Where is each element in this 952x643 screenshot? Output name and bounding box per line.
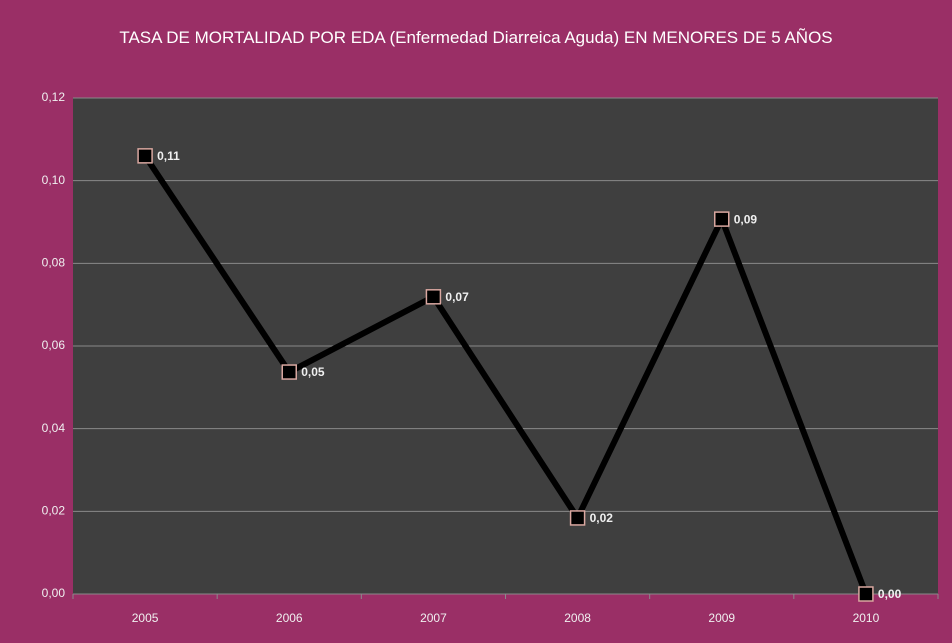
marker [281, 364, 297, 380]
data-label: 0,07 [445, 290, 469, 304]
x-tick-label: 2008 [564, 611, 591, 625]
y-tick-label: 0,02 [42, 504, 66, 518]
y-tick-label: 0,08 [42, 256, 66, 270]
x-tick-label: 2005 [132, 611, 159, 625]
marker [569, 510, 586, 526]
marker [714, 211, 730, 227]
chart-title: TASA DE MORTALIDAD POR EDA (Enfermedad D… [119, 28, 833, 47]
y-tick-label: 0,06 [42, 338, 66, 352]
line [142, 154, 869, 596]
y-tick-label: 0,12 [42, 90, 66, 104]
marker [858, 586, 874, 602]
marker [137, 148, 153, 164]
data-label: 0,05 [301, 365, 325, 379]
x-tick-label: 2006 [276, 611, 303, 625]
y-tick-label: 0,00 [42, 586, 66, 600]
data-label: 0,09 [734, 212, 758, 226]
x-tick-label: 2007 [420, 611, 447, 625]
x-tick-label: 2009 [708, 611, 735, 625]
data-label: 0,11 [157, 149, 180, 163]
data-label: 0,00 [878, 587, 902, 601]
x-tick-label: 2010 [853, 611, 880, 625]
y-tick-label: 0,04 [42, 421, 66, 435]
y-tick-label: 0,10 [42, 173, 66, 187]
marker [425, 289, 442, 305]
data-label: 0,02 [590, 511, 614, 525]
